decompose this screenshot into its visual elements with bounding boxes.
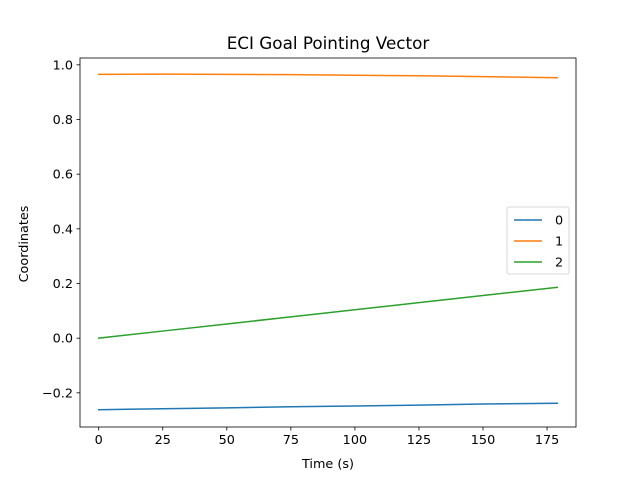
series-line-2	[97, 286, 559, 339]
legend-label-1: 1	[555, 235, 563, 250]
y-tick-label: −0.2	[42, 386, 73, 401]
series-line-0	[97, 402, 559, 411]
x-tick-label: 25	[155, 433, 171, 448]
series-line-1	[97, 73, 559, 79]
x-tick-label: 100	[343, 433, 367, 448]
y-tick-label: 0.2	[53, 277, 73, 292]
legend: 0 1 2	[506, 206, 570, 275]
legend-label-2: 2	[555, 256, 563, 271]
chart-title: ECI Goal Pointing Vector	[227, 33, 430, 53]
x-tick-label: 0	[95, 433, 103, 448]
y-tick-label: 0.8	[53, 113, 73, 128]
y-tick-label: 0.0	[53, 332, 73, 347]
y-tick-label: 0.4	[53, 222, 73, 237]
axes-frame	[79, 57, 577, 428]
x-axis-label: Time (s)	[301, 457, 354, 472]
legend-label-0: 0	[555, 214, 563, 229]
x-tick-label: 125	[407, 433, 431, 448]
plot-area: 0 25 50 75 100 125 150 175 −0.2 0.0 0.2 0.4 0.6 0.8 1.…	[42, 57, 577, 448]
y-axis-label: Coordinates	[17, 205, 32, 282]
x-tick-label: 75	[283, 433, 299, 448]
x-tick-label: 50	[219, 433, 235, 448]
y-tick-label: 1.0	[53, 58, 73, 73]
y-tick-label: 0.6	[53, 168, 73, 183]
x-tick-label: 175	[535, 433, 559, 448]
x-tick-label: 150	[471, 433, 495, 448]
